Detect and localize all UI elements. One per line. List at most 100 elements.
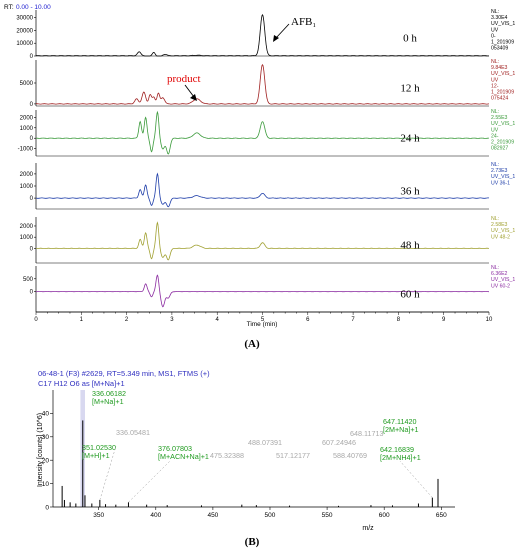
rt-range: 0.00 - 10.00 <box>16 4 51 11</box>
y-tick-label: 20000 <box>16 28 33 34</box>
y-tick-label: 1000 <box>20 235 34 241</box>
spectrum-header-line-1: 06-48-1 (F3) #2629, RT=5.349 min, MS1, F… <box>38 369 210 378</box>
info-line: NL: <box>491 109 499 115</box>
y-tick-label: 2000 <box>20 115 34 121</box>
time-label: 36 h <box>400 185 420 197</box>
info-line: UV 48-2 <box>491 234 510 240</box>
peak-ion-label: [2M+NH4]+1 <box>380 453 421 462</box>
time-label: 24 h <box>400 132 420 144</box>
y-tick-label: 0 <box>30 196 34 202</box>
info-line: 6.36E2 <box>491 271 508 277</box>
afb1-arrow <box>273 23 290 42</box>
info-line: 0- <box>491 33 496 39</box>
y-tick-label: 500 <box>23 277 34 283</box>
panel-a-label: (A) <box>244 338 260 350</box>
info-line: 2_201909 <box>491 140 514 146</box>
time-tick-label: 10 <box>486 317 493 323</box>
y-tick-label: 1000 <box>20 126 34 132</box>
peak-mz-label: 376.07803 <box>158 444 192 453</box>
info-line: 1_201909 <box>491 40 514 46</box>
info-line: 053409 <box>491 46 508 52</box>
info-line: UV_VIS_1 <box>491 71 515 77</box>
y-tick-label: 0 <box>30 246 34 252</box>
time-tick-label: 7 <box>351 317 355 323</box>
time-label: 48 h <box>400 239 420 251</box>
y-tick-label: 10000 <box>16 41 33 47</box>
product-arrow <box>184 84 197 101</box>
info-line: UV 60-2 <box>491 283 510 289</box>
afb1-label: AFB₁ <box>291 16 316 28</box>
spectrum-header-line-2: C17 H12 O6 as [M+Na]+1 <box>38 379 125 388</box>
info-line: 082927 <box>491 146 508 152</box>
time-tick-label: 0 <box>34 317 38 323</box>
time-tick-label: 8 <box>397 317 401 323</box>
info-line: NL: <box>491 9 499 15</box>
intensity-tick-label: 30 <box>42 434 50 441</box>
info-line: UV_VIS_1 <box>491 277 515 283</box>
time-label: 60 h <box>400 288 420 300</box>
mz-tick-label: 350 <box>93 512 104 519</box>
y-tick-label: 0 <box>30 136 34 142</box>
peak-mz-label: 488.07391 <box>248 438 282 447</box>
info-line: 12- <box>491 83 499 89</box>
peak-mz-label: 642.16839 <box>380 445 414 454</box>
mz-tick-label: 600 <box>379 512 390 519</box>
time-label: 0 h <box>403 32 417 44</box>
info-line: 2.73E3 <box>491 168 508 174</box>
time-tick-label: 3 <box>170 317 174 323</box>
peak-mz-label: 607.24946 <box>322 438 356 447</box>
y-tick-label: 1000 <box>20 184 34 190</box>
trace-24h <box>36 110 489 155</box>
peak-ion-label: [M+H]+1 <box>82 451 110 460</box>
info-line: UV <box>491 77 499 83</box>
peak-ion-label: [M+ACN+Na]+1 <box>158 452 209 461</box>
info-line: 075424 <box>491 96 508 102</box>
y-tick-label: 30000 <box>16 16 33 22</box>
peak-ion-label: [M+Na]+1 <box>92 397 124 406</box>
rt-header: RT: <box>4 4 14 11</box>
info-line: 9.84E3 <box>491 65 508 71</box>
intensity-tick-label: 10 <box>42 481 50 488</box>
track-1: 0 5000 12 h NL:9.84E3UV_VIS_1UV12-1_2019090… <box>20 59 516 108</box>
time-tick-label: 6 <box>306 317 310 323</box>
info-line: UV <box>491 27 499 33</box>
info-line: 24- <box>491 133 499 139</box>
product-label: product <box>167 73 201 85</box>
mz-axis-label: m/z <box>362 525 374 532</box>
info-line: NL: <box>491 59 499 65</box>
time-tick-label: 1 <box>80 317 84 323</box>
info-line: NL: <box>491 265 499 271</box>
trace-0h <box>36 14 489 57</box>
mz-tick-label: 650 <box>436 512 447 519</box>
info-line: 2.58E3 <box>491 222 508 228</box>
intensity-tick-label: 20 <box>42 458 50 465</box>
label-leader <box>128 460 171 503</box>
trace-48h <box>36 221 489 261</box>
time-tick-label: 9 <box>442 317 446 323</box>
time-tick-label: 4 <box>216 317 220 323</box>
info-line: UV_VIS_1 <box>491 21 515 27</box>
y-tick-label: 5000 <box>20 81 34 87</box>
peak-mz-label: 517.12177 <box>276 451 310 460</box>
y-tick-label: 0 <box>30 290 34 296</box>
info-line: UV_VIS_1 <box>491 174 515 180</box>
peak-mz-label: 336.05481 <box>116 428 150 437</box>
time-axis: 0 1 2 3 4 5 6 7 8 9 10 <box>34 311 493 323</box>
mass-spectrum-panel: 06-48-1 (F3) #2629, RT=5.349 min, MS1, F… <box>37 369 455 548</box>
peak-mz-label: 336.06182 <box>92 389 126 398</box>
label-leader <box>399 460 433 498</box>
time-axis-label: Time (min) <box>247 321 278 328</box>
intensity-tick-label: 40 <box>42 411 50 418</box>
track-0: 0 10000 20000 30000 0 h NL:3.30E4UV_VIS_1UV0-… <box>16 9 515 60</box>
mz-tick-label: 500 <box>265 512 276 519</box>
trace-12h <box>35 63 489 105</box>
info-line: 1_201909 <box>491 90 514 96</box>
track-2: -1000 0 1000 2000 24 h NL:2.55E3UV_VIS_1UV24-… <box>18 109 515 157</box>
y-tick-label: 0 <box>30 54 34 60</box>
panel-b-label: (B) <box>245 536 260 548</box>
